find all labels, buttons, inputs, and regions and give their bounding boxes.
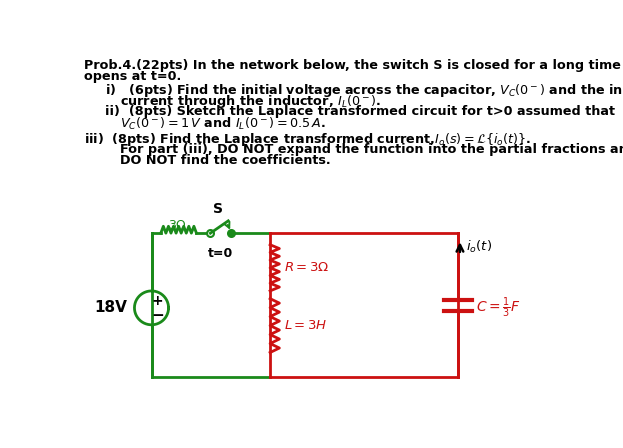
Text: $3\Omega$: $3\Omega$ (168, 220, 187, 233)
Text: 18V: 18V (94, 300, 126, 315)
Text: −: − (151, 308, 164, 323)
Text: current through the inductor, $I_L(0^-)$.: current through the inductor, $I_L(0^-)$… (120, 93, 382, 110)
Text: S: S (213, 202, 223, 216)
Text: For part (iii), DO NOT expand the function into the partial fractions and: For part (iii), DO NOT expand the functi… (120, 143, 623, 156)
Text: Prob.4.(22pts) In the network below, the switch S is closed for a long time and: Prob.4.(22pts) In the network below, the… (84, 59, 623, 72)
Text: opens at t=0.: opens at t=0. (84, 70, 181, 83)
Text: $L=3H$: $L=3H$ (284, 319, 327, 332)
Text: t=0: t=0 (208, 247, 233, 260)
Text: iii)  (8pts) Find the Laplace transformed current,$I_o(s) = \mathcal{L}\{i_o(t)\: iii) (8pts) Find the Laplace transformed… (84, 131, 531, 148)
Text: $R=3\Omega$: $R=3\Omega$ (284, 261, 330, 274)
Text: $V_C(0^-) = 1\,V$ and $I_L(0^-) = 0.5\,A$.: $V_C(0^-) = 1\,V$ and $I_L(0^-) = 0.5\,A… (120, 116, 326, 132)
Text: i)   (6pts) Find the initial voltage across the capacitor, $V_C(0^-)$ and the in: i) (6pts) Find the initial voltage acros… (105, 82, 623, 99)
Text: DO NOT find the coefficients.: DO NOT find the coefficients. (120, 154, 331, 167)
Text: $C=\frac{1}{3}F$: $C=\frac{1}{3}F$ (476, 296, 521, 320)
Text: +: + (152, 294, 163, 308)
Text: $i_o(t)$: $i_o(t)$ (466, 239, 492, 255)
Text: ii)  (8pts) Sketch the Laplace transformed circuit for t>0 assumed that: ii) (8pts) Sketch the Laplace transforme… (105, 105, 615, 118)
